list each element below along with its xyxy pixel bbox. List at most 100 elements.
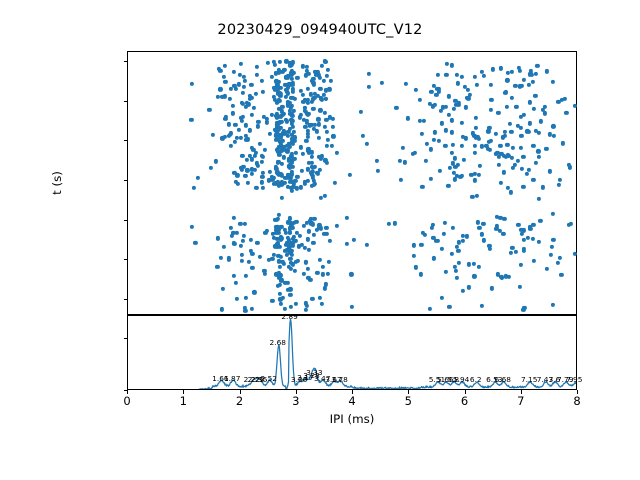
scatter-point [243, 273, 249, 278]
scatter-point [282, 228, 287, 233]
scatter-point [275, 242, 280, 247]
scatter-point [521, 228, 526, 233]
x-tick-label: 1 [179, 394, 187, 408]
scatter-point [323, 158, 328, 163]
scatter-point [428, 306, 433, 311]
scatter-point [522, 78, 527, 83]
scatter-point [507, 121, 512, 126]
scatter-point [325, 143, 330, 148]
scatter-point [528, 68, 533, 73]
scatter-point [544, 266, 550, 271]
scatter-point [289, 77, 294, 82]
scatter-point [208, 165, 214, 170]
scatter-point [308, 92, 313, 97]
scatter-point [290, 164, 296, 169]
scatter-point [349, 305, 354, 310]
peak-label: 5.51 [428, 374, 446, 384]
scatter-point [502, 154, 507, 159]
scatter-point [249, 157, 255, 162]
scatter-point [452, 156, 458, 161]
scatter-point [277, 244, 282, 249]
scatter-point [505, 78, 510, 83]
scatter-point [526, 167, 531, 172]
scatter-point [459, 143, 464, 148]
scatter-point [280, 133, 285, 138]
scatter-point [211, 132, 216, 138]
scatter-point [502, 133, 507, 138]
peak-label: 3.67 [325, 374, 342, 384]
scatter-point [498, 215, 503, 220]
scatter-point [244, 173, 249, 179]
scatter-point [287, 179, 292, 184]
scatter-point [367, 71, 372, 76]
scatter-point [286, 239, 291, 244]
scatter-point [276, 259, 282, 264]
scatter-point [235, 173, 240, 178]
scatter-point [324, 73, 329, 79]
scatter-point [302, 97, 307, 102]
scatter-point [435, 73, 441, 78]
scatter-point [301, 151, 306, 157]
scatter-point [215, 264, 220, 269]
x-axis-label: IPI (ms) [329, 412, 375, 426]
scatter-point [366, 84, 371, 89]
peak-label: 3.78 [331, 374, 348, 384]
scatter-point [272, 217, 277, 222]
scatter-point [316, 135, 321, 140]
scatter-point [285, 82, 290, 87]
scatter-point [280, 138, 285, 143]
scatter-point [460, 288, 465, 293]
scatter-point [344, 241, 349, 247]
scatter-point [527, 82, 532, 87]
scatter-point [256, 241, 261, 246]
scatter-point [215, 94, 220, 99]
scatter-point [249, 171, 254, 176]
scatter-point [245, 168, 250, 173]
scatter-point [375, 169, 381, 174]
scatter-point [531, 143, 536, 148]
x-tick-mark [464, 390, 466, 394]
scatter-point [543, 104, 548, 109]
scatter-point [220, 94, 225, 99]
scatter-point [536, 154, 541, 159]
scatter-point [304, 119, 309, 124]
scatter-point [447, 166, 452, 171]
scatter-point [230, 233, 235, 238]
scatter-point [238, 165, 244, 170]
scatter-point [193, 240, 198, 245]
scatter-point [305, 131, 310, 136]
scatter-point [447, 304, 452, 310]
scatter-point [431, 104, 436, 109]
scatter-point [563, 96, 568, 101]
scatter-point [386, 221, 391, 226]
scatter-point [278, 301, 283, 306]
peak-label: 3.47 [313, 373, 331, 383]
scatter-point [477, 225, 482, 231]
scatter-point [288, 155, 294, 161]
scatter-point [489, 286, 494, 291]
scatter-point [452, 177, 457, 182]
scatter-point [230, 111, 236, 116]
scatter-point [256, 119, 261, 125]
scatter-point [560, 97, 565, 102]
scatter-point [431, 256, 436, 261]
scatter-point [566, 163, 571, 168]
x-tick-mark [183, 390, 185, 394]
scatter-point [489, 97, 494, 103]
peak-label: 2.68 [269, 338, 286, 348]
scatter-point [282, 261, 287, 266]
scatter-point [232, 139, 237, 144]
scatter-point [235, 296, 240, 301]
scatter-point [304, 303, 309, 308]
scatter-point [487, 246, 492, 252]
scatter-point [481, 238, 486, 243]
scatter-point [286, 73, 291, 78]
scatter-point [477, 163, 482, 169]
scatter-point [277, 264, 282, 270]
x-tick-label: 4 [348, 394, 356, 408]
peak-label: 3.17 [297, 372, 314, 382]
scatter-point [544, 146, 549, 151]
scatter-point [287, 144, 293, 149]
scatter-point [450, 118, 455, 123]
scatter-point [456, 248, 461, 253]
